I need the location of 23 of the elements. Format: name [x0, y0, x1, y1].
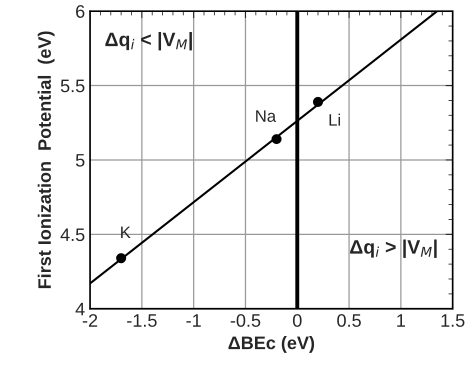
x-tick-label: 0.5 — [337, 314, 361, 327]
x-tick-label: -1 — [186, 314, 201, 327]
y-tick-label: 5 — [76, 154, 84, 167]
y-tick-label: 4.5 — [60, 228, 84, 242]
y-tick-label: 4 — [76, 302, 85, 316]
x-tick-label: 0 — [292, 314, 302, 327]
point — [272, 134, 282, 144]
x-tick-label: 1.5 — [442, 314, 464, 327]
x-axis-title: ΔBEc (eV) — [228, 336, 314, 353]
annotation: Na — [256, 110, 276, 122]
y-tick-label: 5.5 — [60, 80, 84, 92]
annotation: Δq$_{i}$ > |V$_{M}$| — [350, 240, 437, 258]
annotation: Li — [330, 114, 340, 126]
point — [116, 253, 126, 264]
x-tick-label: -2 — [82, 314, 98, 327]
x-tick-label: 1 — [397, 314, 406, 327]
point — [312, 96, 324, 107]
y-tick-label: 6 — [76, 5, 84, 18]
x-tick-label: -0.5 — [230, 314, 260, 327]
x-tick-label: -1.5 — [127, 314, 157, 327]
annotation: Δq$_{i}$ < |V$_{M}$| — [105, 32, 192, 50]
annotation: K — [121, 226, 131, 238]
y-axis-title: First Ionization Potential (eV) — [38, 31, 55, 288]
